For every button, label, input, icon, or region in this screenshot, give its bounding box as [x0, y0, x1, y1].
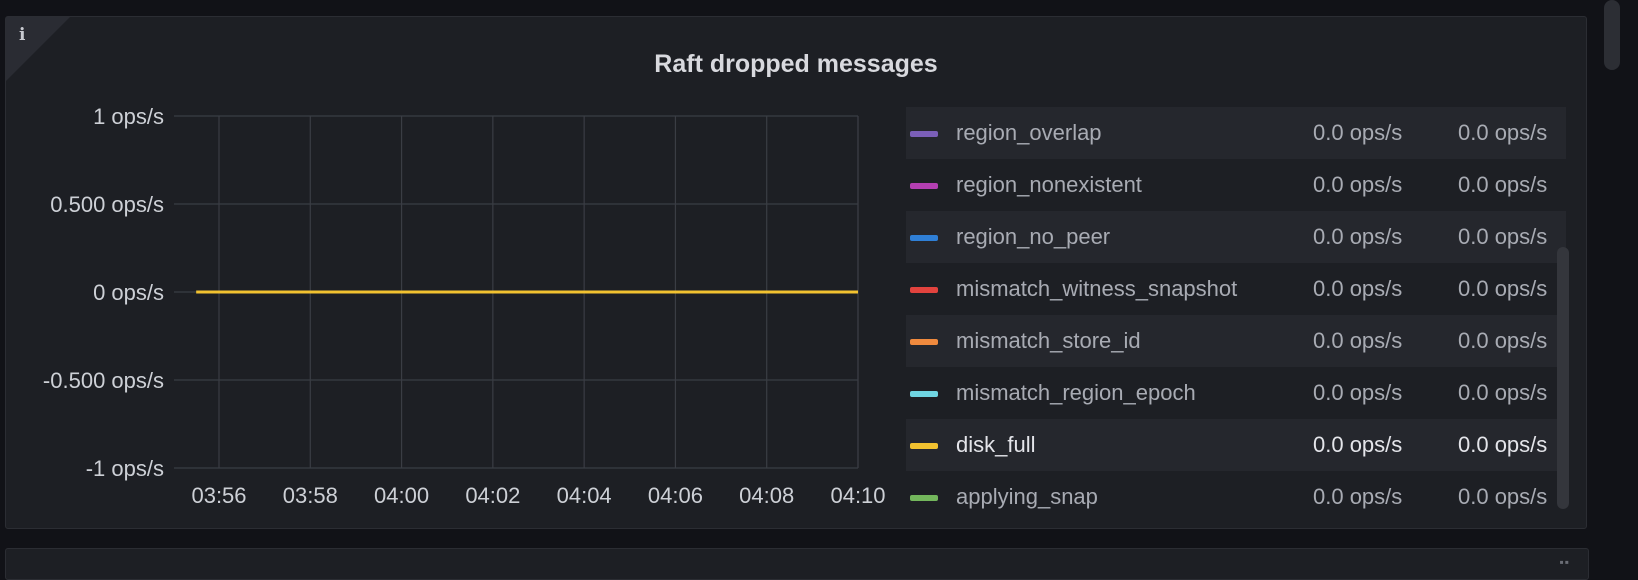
legend-value-1: 0.0 ops/s: [1313, 432, 1403, 457]
legend-item[interactable]: mismatch_store_id 0.0 ops/s 0.0 ops/s: [906, 315, 1566, 367]
legend: region_overlap 0.0 ops/s 0.0 ops/s region_n…: [906, 107, 1566, 525]
legend-item[interactable]: applying_snap 0.0 ops/s 0.0 ops/s: [906, 471, 1566, 523]
x-tick-label: 04:00: [374, 483, 429, 508]
panel-info-corner[interactable]: [6, 17, 70, 81]
legend-swatch[interactable]: [910, 235, 938, 241]
legend-item[interactable]: region_no_peer 0.0 ops/s 0.0 ops/s: [906, 211, 1566, 263]
legend-series-name[interactable]: region_nonexistent: [956, 172, 1142, 197]
x-tick-label: 04:06: [648, 483, 703, 508]
legend-series-name[interactable]: mismatch_region_epoch: [956, 380, 1196, 405]
legend-item[interactable]: mismatch_region_epoch 0.0 ops/s 0.0 ops/s: [906, 367, 1566, 419]
x-tick-label: 04:10: [830, 483, 885, 508]
legend-swatch[interactable]: [910, 287, 938, 293]
graph-panel: i Raft dropped messages 1 ops/s 0.500 ops…: [5, 16, 1587, 529]
legend-value-2: 0.0 ops/s: [1458, 120, 1548, 145]
legend-value-2: 0.0 ops/s: [1458, 224, 1548, 249]
legend-item[interactable]: mismatch_witness_snapshot 0.0 ops/s 0.0 op…: [906, 263, 1566, 315]
y-tick-label: -1 ops/s: [86, 456, 164, 481]
legend-value-2: 0.0 ops/s: [1458, 172, 1548, 197]
legend-item[interactable]: disk_full 0.0 ops/s 0.0 ops/s: [906, 419, 1566, 471]
legend-value-1: 0.0 ops/s: [1313, 484, 1403, 509]
legend-value-1: 0.0 ops/s: [1313, 224, 1403, 249]
legend-swatch[interactable]: [910, 131, 938, 137]
page-scrollbar[interactable]: [1604, 0, 1620, 70]
y-tick-label: 1 ops/s: [93, 104, 164, 129]
y-tick-label: 0 ops/s: [93, 280, 164, 305]
legend-scrollbar[interactable]: [1557, 247, 1569, 509]
legend-value-2: 0.0 ops/s: [1458, 380, 1548, 405]
x-tick-label: 04:08: [739, 483, 794, 508]
legend-swatch[interactable]: [910, 495, 938, 501]
legend-value-2: 0.0 ops/s: [1458, 276, 1548, 301]
legend-series-name[interactable]: disk_full: [956, 432, 1036, 457]
drag-handle-icon[interactable]: ▪▪: [1559, 555, 1570, 569]
next-panel: ▪▪: [5, 548, 1589, 580]
legend-value-1: 0.0 ops/s: [1313, 276, 1403, 301]
legend-swatch[interactable]: [910, 391, 938, 397]
chart-area[interactable]: 1 ops/s 0.500 ops/s 0 ops/s -0.500 ops/s -1 …: [6, 17, 906, 530]
legend-value-1: 0.0 ops/s: [1313, 380, 1403, 405]
panel-title[interactable]: Raft dropped messages: [654, 50, 938, 78]
legend-swatch[interactable]: [910, 443, 938, 449]
legend-value-1: 0.0 ops/s: [1313, 328, 1403, 353]
legend-series-name[interactable]: mismatch_witness_snapshot: [956, 276, 1238, 301]
legend-series-name[interactable]: mismatch_store_id: [956, 328, 1141, 353]
info-icon[interactable]: i: [19, 25, 26, 45]
x-tick-label: 03:58: [283, 483, 338, 508]
legend-series-name[interactable]: region_no_peer: [956, 224, 1111, 249]
legend-value-1: 0.0 ops/s: [1313, 120, 1403, 145]
legend-item[interactable]: region_nonexistent 0.0 ops/s 0.0 ops/s: [906, 159, 1566, 211]
x-tick-label: 04:02: [465, 483, 520, 508]
legend-swatch[interactable]: [910, 183, 938, 189]
legend-item[interactable]: region_overlap 0.0 ops/s 0.0 ops/s: [906, 107, 1566, 159]
legend-series-name[interactable]: applying_snap: [956, 484, 1098, 509]
legend-value-1: 0.0 ops/s: [1313, 172, 1403, 197]
legend-value-2: 0.0 ops/s: [1458, 484, 1548, 509]
x-tick-label: 03:56: [191, 483, 246, 508]
legend-value-2: 0.0 ops/s: [1458, 328, 1548, 353]
legend-series-name[interactable]: region_overlap: [956, 120, 1102, 145]
y-tick-label: 0.500 ops/s: [50, 192, 164, 217]
x-tick-label: 04:04: [557, 483, 612, 508]
legend-value-2: 0.0 ops/s: [1458, 432, 1548, 457]
y-tick-label: -0.500 ops/s: [43, 368, 164, 393]
legend-swatch[interactable]: [910, 339, 938, 345]
